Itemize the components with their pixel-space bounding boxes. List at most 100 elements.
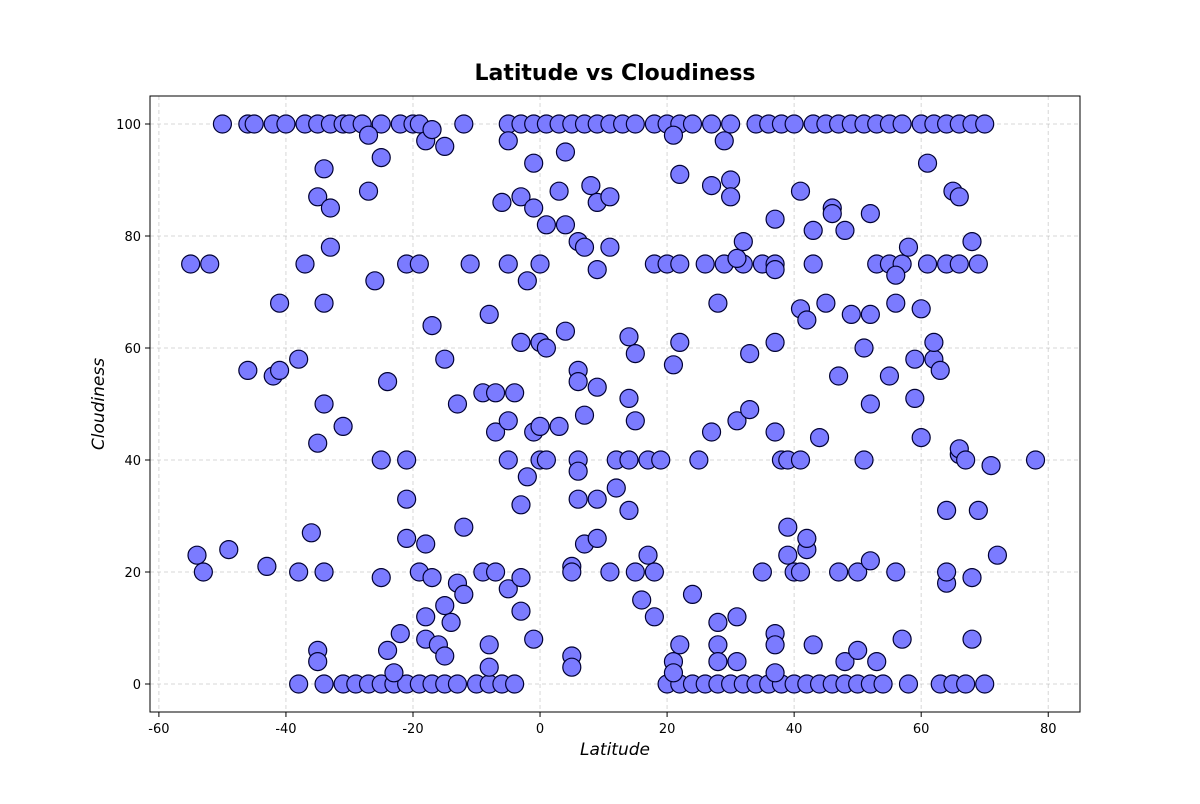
y-tick-label: 0 — [133, 678, 141, 693]
point — [422, 567, 442, 588]
x-tick-label: 40 — [786, 722, 803, 737]
point — [479, 304, 499, 324]
point — [314, 159, 334, 179]
point — [708, 612, 728, 633]
point — [555, 321, 576, 341]
point — [485, 422, 506, 442]
x-tick-label: -20 — [402, 722, 423, 737]
point — [289, 674, 309, 694]
point — [397, 489, 417, 509]
y-axis-label: Cloudiness — [89, 358, 109, 450]
point — [358, 125, 379, 145]
point — [511, 187, 531, 207]
point — [860, 394, 880, 414]
ticks: -60 -40 -20 0 20 40 60 80 0 20 40 60 80 100 — [116, 118, 1056, 737]
point — [212, 114, 233, 134]
point — [835, 220, 855, 240]
point — [663, 663, 684, 683]
point — [663, 125, 684, 145]
point — [924, 332, 944, 352]
point — [536, 338, 556, 358]
point — [708, 635, 728, 655]
point — [371, 567, 391, 588]
point — [219, 539, 239, 560]
point — [269, 293, 290, 313]
point — [765, 635, 785, 655]
point — [568, 489, 588, 509]
point — [555, 142, 576, 162]
point — [511, 567, 531, 588]
point — [962, 629, 982, 649]
point — [778, 545, 798, 565]
point — [790, 450, 811, 470]
point — [498, 450, 518, 470]
point — [517, 271, 537, 291]
point — [829, 562, 849, 582]
point — [536, 450, 556, 470]
point — [181, 254, 201, 274]
point — [803, 254, 823, 274]
point — [752, 562, 772, 582]
x-axis-label: Latitude — [580, 740, 650, 760]
point — [238, 360, 258, 380]
point — [587, 489, 607, 509]
point — [1025, 450, 1046, 470]
point — [892, 629, 912, 649]
point — [956, 674, 976, 694]
point — [721, 114, 741, 134]
point — [949, 187, 969, 207]
point — [416, 534, 436, 554]
point — [962, 567, 982, 588]
point — [505, 383, 525, 403]
point — [505, 674, 525, 694]
point — [524, 153, 544, 173]
point — [447, 674, 468, 694]
point — [689, 450, 709, 470]
point — [435, 595, 455, 616]
point — [587, 377, 607, 397]
point — [721, 170, 741, 190]
x-tick-label: 80 — [1040, 722, 1057, 737]
point — [397, 450, 417, 470]
point — [905, 388, 925, 408]
point — [314, 674, 334, 694]
point — [619, 500, 639, 520]
point — [860, 204, 880, 224]
point — [867, 651, 887, 672]
point — [485, 383, 506, 403]
point — [377, 372, 398, 392]
point — [377, 640, 398, 661]
point — [981, 456, 1001, 476]
point — [727, 248, 747, 268]
point — [841, 304, 861, 324]
point — [625, 344, 645, 364]
point — [524, 198, 544, 218]
point — [873, 674, 893, 694]
point — [384, 663, 404, 683]
y-tick-label: 60 — [124, 342, 141, 357]
point — [670, 164, 690, 184]
point — [587, 260, 607, 280]
point — [600, 562, 620, 582]
point — [568, 461, 588, 481]
point — [968, 254, 988, 274]
point — [740, 400, 760, 420]
point — [587, 528, 607, 549]
point — [848, 640, 868, 661]
point — [549, 181, 569, 201]
point — [905, 349, 925, 369]
point — [314, 293, 334, 313]
point — [975, 114, 995, 134]
x-tick-label: -40 — [275, 722, 296, 737]
point — [435, 136, 455, 156]
point — [600, 187, 620, 207]
point — [511, 332, 531, 352]
point — [289, 562, 309, 582]
point — [911, 428, 931, 448]
point — [301, 523, 321, 543]
point — [644, 607, 664, 627]
point — [409, 254, 429, 274]
point — [276, 114, 296, 134]
point — [517, 467, 537, 487]
